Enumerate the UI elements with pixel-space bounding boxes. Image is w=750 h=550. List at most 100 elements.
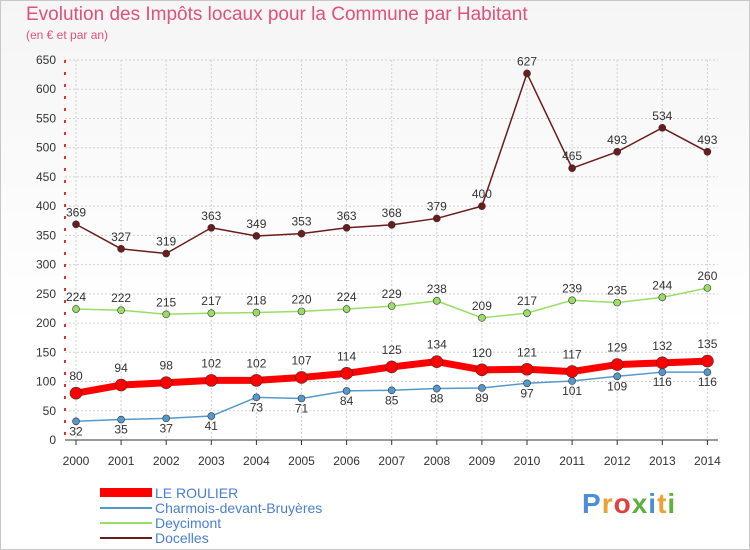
data-point: [385, 360, 399, 374]
data-point: [295, 371, 308, 384]
logo-letter: i: [667, 488, 677, 519]
data-point: [252, 232, 261, 240]
data-label: 493: [607, 133, 627, 147]
data-point: [72, 305, 80, 313]
data-point: [162, 414, 170, 423]
data-point: [703, 147, 712, 156]
data-label: 215: [156, 295, 176, 309]
data-label: 534: [652, 109, 672, 123]
data-point: [703, 284, 712, 292]
y-tick-label: 200: [36, 316, 56, 330]
data-label: 319: [156, 235, 176, 249]
data-point: [340, 367, 353, 380]
data-label: 116: [653, 375, 672, 389]
data-label: 85: [385, 393, 399, 407]
data-point: [252, 393, 261, 402]
data-point: [523, 379, 531, 388]
data-label: 224: [337, 290, 357, 304]
data-label: 73: [250, 400, 264, 414]
data-point: [523, 309, 531, 317]
x-tick-label: 2012: [604, 454, 631, 468]
data-point: [432, 384, 441, 393]
data-label: 369: [66, 205, 86, 219]
logo-letter: i: [648, 488, 658, 519]
data-point: [297, 229, 306, 238]
data-point: [613, 298, 622, 307]
data-label: 134: [427, 338, 447, 352]
data-point: [117, 306, 125, 315]
logo-letter: t: [657, 488, 668, 519]
data-point: [703, 368, 712, 376]
data-label: 363: [201, 209, 221, 223]
logo-letter: r: [601, 488, 614, 519]
data-point: [701, 354, 714, 368]
data-label: 80: [69, 369, 83, 383]
data-point: [72, 417, 80, 426]
data-label: 218: [246, 294, 266, 308]
legend-swatch-deycimont: [100, 522, 152, 524]
data-label: 363: [337, 209, 357, 223]
legend-swatch-charmois: [100, 507, 152, 509]
data-label: 120: [472, 346, 492, 360]
data-label: 121: [517, 345, 537, 359]
data-point: [610, 358, 624, 371]
legend-label-charmois: Charmois-devant-Bruyères: [155, 500, 323, 516]
data-point: [159, 376, 173, 390]
data-point: [568, 164, 576, 172]
data-label: 102: [246, 356, 266, 370]
chart-subtitle: (en € et par an): [26, 28, 109, 42]
data-point: [387, 386, 396, 395]
legend-label-docelles: Docelles: [155, 530, 209, 546]
data-label: 239: [562, 281, 582, 295]
data-point: [252, 308, 261, 317]
data-label: 41: [205, 419, 219, 433]
x-tick-label: 2010: [514, 454, 541, 468]
data-label: 260: [697, 269, 717, 283]
data-point: [69, 386, 83, 400]
x-tick-label: 2009: [469, 454, 496, 468]
data-point: [432, 297, 441, 305]
data-label: 102: [201, 356, 221, 370]
data-point: [613, 147, 622, 156]
x-tick-label: 2006: [333, 454, 360, 468]
data-point: [162, 249, 170, 258]
y-tick-label: 100: [36, 375, 56, 389]
data-point: [430, 355, 444, 368]
data-point: [342, 387, 351, 395]
data-point: [568, 296, 576, 305]
x-tick-label: 2011: [559, 454, 585, 468]
data-label: 379: [427, 199, 447, 213]
data-label: 235: [607, 284, 627, 298]
data-label: 107: [291, 353, 311, 367]
data-point: [205, 374, 218, 387]
y-tick-label: 0: [49, 433, 56, 447]
data-point: [658, 293, 667, 302]
legend-swatch-le-roulier: [100, 488, 152, 497]
data-label: 238: [427, 282, 447, 296]
x-tick-label: 2005: [288, 454, 315, 468]
x-tick-label: 2004: [243, 454, 270, 468]
logo-letter: o: [613, 488, 632, 519]
data-point: [565, 365, 579, 378]
data-point: [114, 378, 128, 392]
data-label: 129: [607, 341, 627, 355]
x-tick-label: 2000: [63, 454, 90, 468]
data-point: [523, 69, 531, 78]
y-tick-label: 400: [36, 199, 56, 213]
y-tick-label: 600: [36, 82, 56, 96]
data-label: 132: [652, 339, 672, 353]
data-label: 244: [652, 278, 672, 292]
data-point: [297, 394, 306, 403]
y-tick-label: 150: [36, 345, 56, 359]
data-label: 135: [697, 337, 717, 351]
data-label: 98: [160, 359, 174, 373]
y-tick-label: 450: [36, 170, 56, 184]
data-label: 217: [201, 294, 221, 308]
data-label: 101: [562, 384, 582, 398]
legend-label-deycimont: Deycimont: [155, 515, 222, 531]
x-tick-label: 2002: [153, 454, 180, 468]
data-point: [342, 305, 351, 313]
logo-letter: x: [631, 488, 649, 519]
data-label: 229: [382, 287, 402, 301]
data-label: 222: [111, 291, 131, 305]
